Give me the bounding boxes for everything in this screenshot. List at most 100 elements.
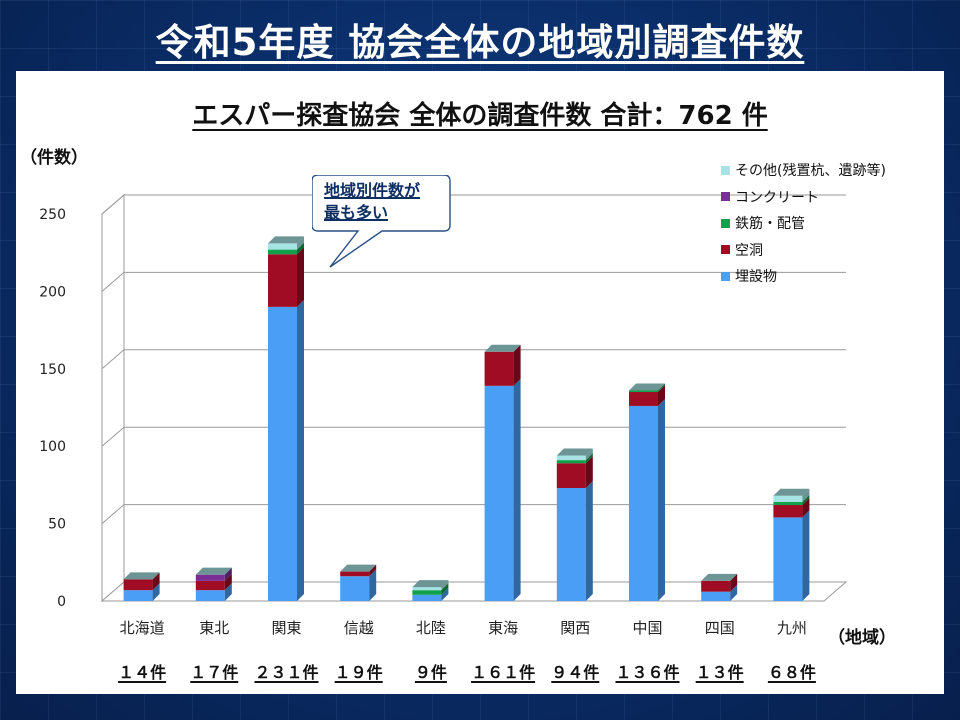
callout-shape <box>312 175 451 268</box>
bar-segment <box>340 576 370 601</box>
bar-segment <box>629 392 658 406</box>
bar-segment-side <box>658 385 665 406</box>
bar-segment-side <box>297 242 304 255</box>
bar-segment <box>123 579 153 591</box>
callout-line1: 地域別件数が <box>324 181 421 200</box>
bar-segment <box>195 574 225 581</box>
bar-segment <box>629 390 658 393</box>
x-tick-label: 信越 <box>344 619 374 637</box>
y-tick-label: 250 <box>39 207 66 223</box>
bar-top <box>195 567 232 575</box>
stacked-bar-chart: 0 50 100 150 200 250 北海道 東北 関東 信越 北陸 東海 関西 中国 四国 九州 <box>39 193 848 637</box>
bar-segment <box>412 587 442 591</box>
x-tick-label: 北海道 <box>120 619 165 637</box>
x-tick-label: 関東 <box>271 619 301 637</box>
bar-segment <box>773 501 803 506</box>
bar-segment <box>412 594 442 601</box>
callout-text: 地域別件数が 最も多い <box>312 175 450 231</box>
bar-segment <box>268 249 297 255</box>
bar-segment-side <box>297 299 304 601</box>
bar-segment-side <box>441 587 449 601</box>
x-axis-unit-label: （地域） <box>828 628 896 648</box>
gridline <box>101 349 846 370</box>
bar-segment-side <box>802 494 810 506</box>
bar-segment-side <box>585 453 593 464</box>
y-tick-label: 100 <box>39 439 66 455</box>
bar-top <box>123 572 160 580</box>
chart-gridlines <box>101 194 846 524</box>
bar-segment <box>123 590 153 601</box>
bar-segment <box>773 495 803 502</box>
region-total-label: １９件 <box>334 663 383 682</box>
bar-segment-side <box>224 573 232 591</box>
region-total-label: ９４件 <box>551 663 600 682</box>
bar-segment-side <box>224 567 232 581</box>
chart-panel: エスパー探査協会 全体の調査件数 合計：762 件 （件数） （地域） 0 50 1… <box>16 71 944 694</box>
bar-segment-side <box>658 398 665 601</box>
bar-segment-side <box>730 573 738 592</box>
bar-segment <box>773 505 803 518</box>
gridline <box>101 194 846 215</box>
bar-segment <box>195 580 225 591</box>
legend-swatch <box>721 218 730 228</box>
legend-label: その他(残置杭、遺跡等) <box>735 163 886 180</box>
slide-title: 令和5年度 協会全体の地域別調査件数 <box>155 21 805 64</box>
bar-segment <box>773 517 803 601</box>
bar-segment-side <box>152 572 160 591</box>
bar-segment-side <box>369 564 377 577</box>
bar-segment-side <box>513 344 521 386</box>
region-total-label: ６８件 <box>767 663 816 682</box>
region-total-label: １４件 <box>118 663 167 682</box>
bar-segment <box>268 243 297 250</box>
x-tick-label: 中国 <box>632 619 662 637</box>
bar-segment <box>556 455 586 461</box>
bar-segment <box>629 405 658 601</box>
bar-segment-side <box>369 569 377 601</box>
gridline <box>101 504 846 524</box>
legend-swatch <box>721 245 730 255</box>
region-total-label: １３６件 <box>615 663 680 682</box>
bar-top <box>484 344 521 352</box>
bar-segment-side <box>585 448 593 461</box>
x-tick-label: 東北 <box>199 619 229 637</box>
y-tick-label: 200 <box>39 284 66 300</box>
bar-segment <box>484 385 514 601</box>
y-tick-label: 50 <box>48 517 66 533</box>
bar-segment <box>412 590 442 595</box>
bar-segment <box>556 460 586 464</box>
legend-item: 埋設物 <box>721 263 886 290</box>
legend-label: 鉄筋・配管 <box>735 216 805 233</box>
legend-label: コンクリート <box>735 189 819 206</box>
region-total-label: １７件 <box>190 663 239 682</box>
region-total-label: ９件 <box>414 663 447 682</box>
x-axis-ticks: 北海道 東北 関東 信越 北陸 東海 関西 中国 四国 九州 <box>120 619 807 637</box>
x-tick-label: 九州 <box>777 619 807 637</box>
legend-label: 空洞 <box>735 242 763 259</box>
bar-segment <box>195 590 225 601</box>
bar-top <box>629 383 665 391</box>
x-tick-label: 四国 <box>705 619 735 637</box>
bar-segment <box>556 487 586 601</box>
bar-top <box>268 236 304 244</box>
chart-bars <box>123 236 810 601</box>
legend-item: コンクリート <box>721 184 886 211</box>
legend-item: その他(残置杭、遺跡等) <box>721 157 886 184</box>
bar-segment-side <box>658 383 665 393</box>
y-axis-ticks: 0 50 100 150 200 250 <box>39 207 66 610</box>
bar-segment-side <box>297 247 304 307</box>
region-totals-row: １４件 １７件 ２３１件 １９件 ９件 １６１件 ９４件 １３６件 １３件 ６８件 <box>16 659 944 683</box>
bar-segment-side <box>152 583 160 601</box>
bar-segment-side <box>585 456 593 488</box>
bar-segment <box>556 463 586 488</box>
legend-item: 鉄筋・配管 <box>721 210 886 237</box>
region-total-label: １３件 <box>695 663 744 682</box>
bar-top <box>773 488 810 496</box>
bar-segment-side <box>802 498 810 518</box>
bar-segment <box>701 580 731 592</box>
bar-segment-side <box>585 480 593 601</box>
legend-item: 空洞 <box>721 237 886 264</box>
bar-segment <box>340 571 370 577</box>
legend-swatch <box>721 271 730 281</box>
bar-top <box>701 573 738 581</box>
chart-legend: その他(残置杭、遺跡等) コンクリート 鉄筋・配管空洞埋設物 <box>721 157 886 290</box>
